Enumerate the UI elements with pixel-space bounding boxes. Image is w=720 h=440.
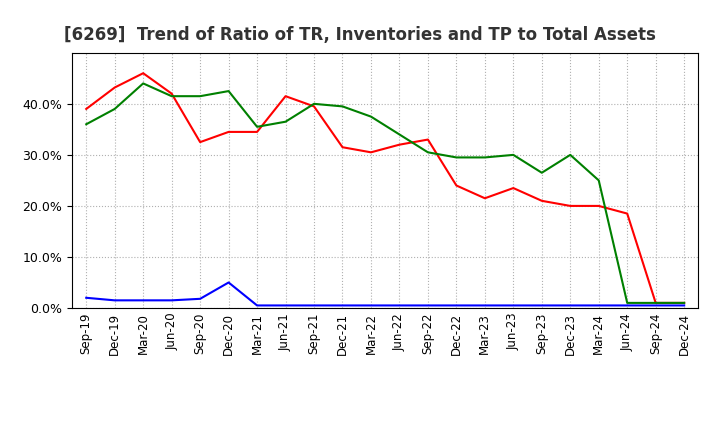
Inventories	[509, 303, 518, 308]
Trade Payables	[566, 152, 575, 158]
Trade Payables	[509, 152, 518, 158]
Inventories	[282, 303, 290, 308]
Trade Receivables	[167, 91, 176, 96]
Trade Receivables	[196, 139, 204, 145]
Trade Receivables	[395, 142, 404, 147]
Trade Payables	[196, 94, 204, 99]
Inventories	[82, 295, 91, 301]
Trade Receivables	[566, 203, 575, 209]
Inventories	[225, 280, 233, 285]
Inventories	[310, 303, 318, 308]
Trade Payables	[652, 300, 660, 305]
Inventories	[395, 303, 404, 308]
Text: [6269]  Trend of Ratio of TR, Inventories and TP to Total Assets: [6269] Trend of Ratio of TR, Inventories…	[64, 26, 656, 44]
Inventories	[452, 303, 461, 308]
Trade Payables	[253, 124, 261, 129]
Inventories	[167, 298, 176, 303]
Inventories	[595, 303, 603, 308]
Inventories	[680, 303, 688, 308]
Trade Payables	[282, 119, 290, 125]
Trade Receivables	[509, 185, 518, 191]
Trade Payables	[338, 104, 347, 109]
Trade Receivables	[423, 137, 432, 142]
Trade Receivables	[366, 150, 375, 155]
Trade Receivables	[452, 183, 461, 188]
Trade Receivables	[139, 70, 148, 76]
Inventories	[480, 303, 489, 308]
Trade Payables	[623, 300, 631, 305]
Trade Receivables	[537, 198, 546, 203]
Trade Receivables	[310, 104, 318, 109]
Inventories	[110, 298, 119, 303]
Inventories	[423, 303, 432, 308]
Trade Receivables	[338, 145, 347, 150]
Line: Trade Receivables: Trade Receivables	[86, 73, 684, 303]
Inventories	[366, 303, 375, 308]
Line: Trade Payables: Trade Payables	[86, 84, 684, 303]
Trade Payables	[452, 155, 461, 160]
Trade Receivables	[82, 106, 91, 112]
Inventories	[338, 303, 347, 308]
Trade Receivables	[225, 129, 233, 135]
Trade Payables	[680, 300, 688, 305]
Trade Payables	[167, 94, 176, 99]
Trade Payables	[110, 106, 119, 112]
Trade Receivables	[623, 211, 631, 216]
Inventories	[253, 303, 261, 308]
Inventories	[566, 303, 575, 308]
Trade Receivables	[282, 94, 290, 99]
Trade Payables	[310, 101, 318, 106]
Trade Receivables	[253, 129, 261, 135]
Trade Payables	[480, 155, 489, 160]
Trade Receivables	[595, 203, 603, 209]
Trade Receivables	[652, 300, 660, 305]
Trade Receivables	[680, 300, 688, 305]
Trade Receivables	[110, 85, 119, 90]
Trade Payables	[139, 81, 148, 86]
Trade Payables	[225, 88, 233, 94]
Trade Payables	[366, 114, 375, 119]
Inventories	[623, 303, 631, 308]
Line: Inventories: Inventories	[86, 282, 684, 305]
Trade Payables	[595, 178, 603, 183]
Inventories	[652, 303, 660, 308]
Inventories	[196, 296, 204, 301]
Inventories	[139, 298, 148, 303]
Inventories	[537, 303, 546, 308]
Trade Payables	[423, 150, 432, 155]
Trade Payables	[82, 121, 91, 127]
Trade Payables	[537, 170, 546, 176]
Trade Payables	[395, 132, 404, 137]
Trade Receivables	[480, 196, 489, 201]
